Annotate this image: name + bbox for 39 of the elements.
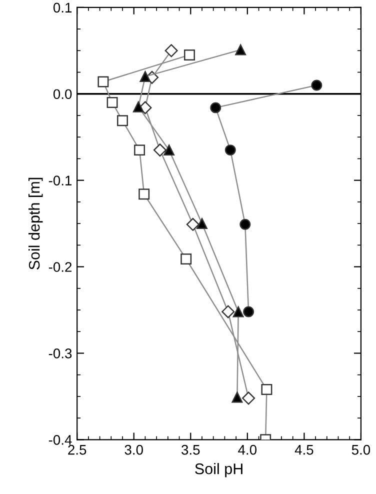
point [180, 253, 192, 264]
point [164, 44, 178, 58]
y-tick-label: -0.3 [48, 348, 72, 358]
x-tick-label: 4.5 [294, 445, 314, 455]
point [134, 144, 146, 156]
point [106, 97, 118, 108]
x-tick-label: 4.0 [238, 444, 257, 455]
x-tick-label: 3.0 [124, 444, 143, 455]
point [138, 188, 150, 200]
y-tick-label: -0.4 [48, 434, 72, 445]
point [196, 218, 208, 230]
point [153, 144, 166, 157]
x-axis-title: Soil pH [195, 463, 242, 478]
point [224, 144, 236, 156]
point [311, 80, 322, 91]
point [232, 392, 243, 403]
point [232, 306, 244, 318]
point [243, 306, 254, 318]
point [164, 144, 175, 156]
point [117, 115, 128, 126]
y-axis-title: Soil depth [m] [28, 178, 43, 270]
point [210, 102, 222, 114]
point [184, 49, 195, 60]
y-tick-label: -0.1 [48, 176, 72, 186]
y-tick-label: -0.2 [48, 262, 72, 272]
point [140, 71, 151, 82]
point [240, 218, 251, 230]
point [261, 384, 272, 396]
y-tick-label: 0.0 [53, 89, 72, 100]
point [186, 218, 200, 231]
y-tick-label: 0.1 [53, 2, 72, 13]
point [242, 392, 256, 405]
x-tick-label: 2.5 [68, 444, 86, 455]
x-tick-label: 3.5 [182, 444, 200, 455]
point [98, 76, 109, 88]
point [235, 44, 246, 56]
point [132, 101, 144, 112]
x-tick-label: 5.0 [352, 444, 370, 455]
point [222, 305, 235, 318]
